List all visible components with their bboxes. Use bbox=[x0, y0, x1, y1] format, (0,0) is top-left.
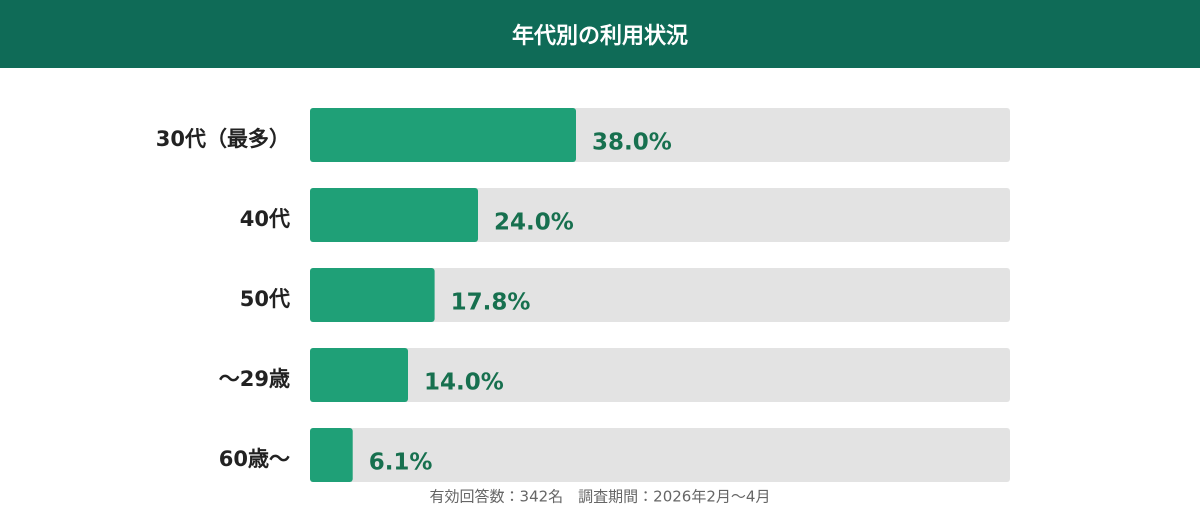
bar-track bbox=[310, 428, 1010, 482]
chart-title: 年代別の利用状況 bbox=[512, 23, 688, 49]
category-label: 60歳〜 bbox=[219, 447, 290, 471]
bar bbox=[310, 428, 353, 482]
footnote: 有効回答数：342名 調査期間：2026年2月〜4月 bbox=[430, 488, 771, 506]
category-label: 30代（最多） bbox=[156, 127, 290, 151]
value-label: 24.0% bbox=[494, 210, 574, 236]
bar-track bbox=[310, 188, 1010, 242]
category-label: 〜29歳 bbox=[219, 367, 290, 391]
value-label: 6.1% bbox=[369, 450, 433, 476]
bar-track bbox=[310, 268, 1010, 322]
bar bbox=[310, 108, 576, 162]
category-label: 50代 bbox=[240, 287, 290, 311]
bar-track bbox=[310, 348, 1010, 402]
bar bbox=[310, 348, 408, 402]
bar bbox=[310, 268, 435, 322]
value-label: 38.0% bbox=[592, 130, 672, 156]
value-label: 14.0% bbox=[424, 370, 504, 396]
value-label: 17.8% bbox=[451, 290, 531, 316]
header-band bbox=[0, 0, 1200, 68]
bar bbox=[310, 188, 478, 242]
category-label: 40代 bbox=[240, 207, 290, 231]
